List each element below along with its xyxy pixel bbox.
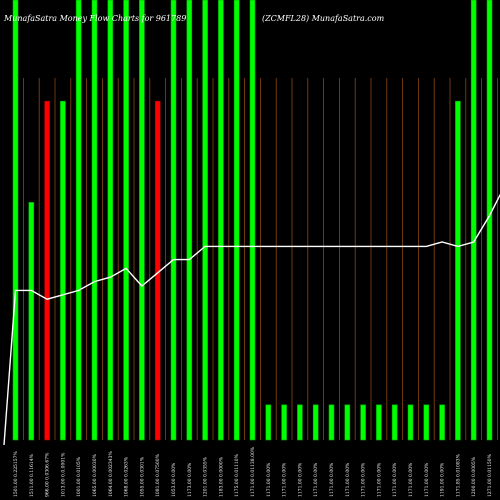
x-tick-labels: 1501.00 0.225157% 1511.00 0.11614% 966.00 … xyxy=(13,446,493,497)
x-tick-label: 1171.00 0.00% xyxy=(345,462,351,497)
bar-25 xyxy=(391,404,398,441)
bar-6 xyxy=(91,0,98,441)
bar-31 xyxy=(486,0,493,441)
x-tick-label: 1171.00 0.00% xyxy=(392,462,398,497)
bars xyxy=(12,0,493,441)
bar-5 xyxy=(75,0,82,441)
bar-18 xyxy=(281,404,287,441)
x-tick-label: 1001.00 0.0105% xyxy=(76,456,82,497)
bar-14 xyxy=(218,0,224,441)
x-tick-label: 1171.00 0.00% xyxy=(297,462,303,497)
x-tick-label: 1171.00 0.00% xyxy=(361,462,367,497)
x-tick-label: 1175.00 0.01110% xyxy=(234,453,240,497)
bar-23 xyxy=(360,404,366,441)
bar-28 xyxy=(439,404,445,441)
x-tick-label: 1183.00 0.0000% xyxy=(218,456,224,497)
bar-22 xyxy=(344,404,351,441)
bar-24 xyxy=(376,404,382,441)
x-tick-label: 1064.00 0.002343% xyxy=(108,450,114,497)
bar-2 xyxy=(28,202,35,441)
x-tick-label: 1013.00 0.0.0001% xyxy=(60,452,66,497)
bar-19 xyxy=(297,404,303,441)
x-tick-label: 1055.00 0.0301% xyxy=(139,456,145,497)
bar-16 xyxy=(249,0,256,441)
bar-20 xyxy=(312,404,319,441)
x-tick-label: 1171.00 0.00% xyxy=(282,462,288,497)
bar-3 xyxy=(44,100,50,441)
bar-30 xyxy=(470,0,477,441)
bar-9 xyxy=(139,0,145,441)
x-tick-label: 1171.00 0.00% xyxy=(313,462,319,497)
x-tick-label: 1068.00 0.0263% xyxy=(124,456,130,497)
bar-21 xyxy=(328,404,335,441)
x-tick-label: 1173.00 0.00% xyxy=(187,462,193,497)
x-tick-label: 1201.00 0.0355% xyxy=(203,456,209,497)
x-tick-label: 1501.00 0.225157% xyxy=(13,450,19,497)
x-tick-label: 1171.00 0.00% xyxy=(424,462,430,497)
bar-4 xyxy=(60,100,66,441)
x-tick-label: 1200.00 0.0005% xyxy=(471,456,477,497)
bar-17 xyxy=(265,404,272,441)
x-tick-label: 1171.85 0.01083% xyxy=(455,453,461,497)
bar-7 xyxy=(107,0,114,441)
x-tick-label: 1081.00 0.07500% xyxy=(155,453,161,497)
bar-27 xyxy=(423,404,430,441)
bar-12 xyxy=(186,0,193,441)
x-tick-label: 1171.00 0.01138.00% xyxy=(250,446,256,497)
x-tick-label: 1171.00 0.00% xyxy=(266,462,272,497)
x-tick-label: 1171.00 0.00% xyxy=(408,462,414,497)
x-tick-label: 1171.00 0.00% xyxy=(376,462,382,497)
x-tick-label: 1065.00 0.00030% xyxy=(92,453,98,497)
price-line xyxy=(3,193,500,446)
bar-26 xyxy=(407,404,414,441)
chart-title-left: MunafaSatra Money Flow Charts for 961789 xyxy=(3,14,186,23)
x-tick-label: 1271.00 0.01150% xyxy=(487,453,493,497)
bar-13 xyxy=(202,0,208,441)
chart-title-right: (ZCMFL28) MunafaSatra.com xyxy=(262,14,385,23)
bar-11 xyxy=(170,0,177,441)
bar-15 xyxy=(233,0,240,441)
x-tick-label: 1171.00 0.00% xyxy=(329,462,335,497)
bar-8 xyxy=(123,0,129,441)
x-tick-label: 1511.00 0.11614% xyxy=(29,453,35,497)
bar-1 xyxy=(12,0,19,441)
bar-29 xyxy=(455,100,461,441)
x-tick-label: 1053.00 0.00% xyxy=(171,462,177,497)
x-tick-label: 966.00 0.0306.67% xyxy=(45,452,51,497)
x-tick-label: 1191.00 0.00% xyxy=(440,462,446,497)
